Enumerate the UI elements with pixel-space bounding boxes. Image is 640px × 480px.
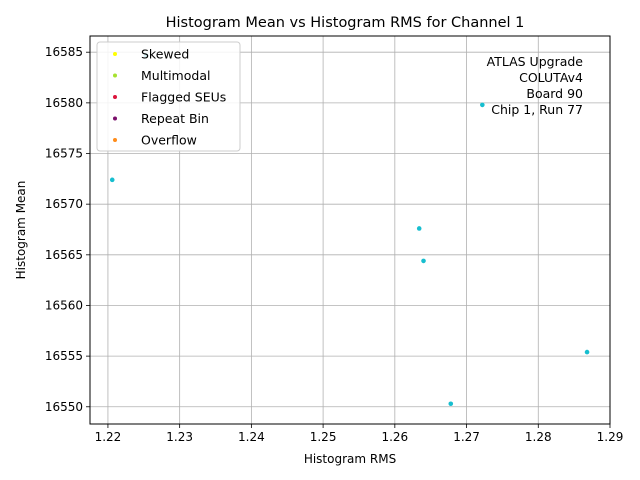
y-axis-ticks: 16550 16555 16560 16565 16570 16575 16580 16585 xyxy=(45,45,90,414)
x-tick-label: 1.25 xyxy=(310,430,337,444)
legend-box xyxy=(96,41,241,152)
x-tick-label: 1.22 xyxy=(95,430,122,444)
legend-label: Flagged SEUs xyxy=(141,90,226,105)
legend-marker xyxy=(113,95,117,99)
x-axis-label: Histogram RMS xyxy=(304,452,396,466)
annotation-line-1: ATLAS Upgrade xyxy=(487,54,584,69)
data-point xyxy=(109,177,115,183)
y-tick-label: 16580 xyxy=(45,96,83,110)
annotation-line-4: Chip 1, Run 77 xyxy=(491,102,583,117)
data-point xyxy=(448,401,454,407)
x-tick-label: 1.26 xyxy=(381,430,408,444)
legend-label: Skewed xyxy=(141,47,189,62)
legend-marker xyxy=(113,138,117,142)
y-axis-label: Histogram Mean xyxy=(14,181,28,280)
x-tick-label: 1.23 xyxy=(166,430,193,444)
legend-marker xyxy=(113,116,117,121)
run-annotation: ATLAS Upgrade COLUTAv4 Board 90 Chip 1, … xyxy=(487,54,584,117)
y-tick-label: 16585 xyxy=(45,45,83,59)
plot-frame xyxy=(89,35,611,425)
x-tick-label: 1.28 xyxy=(525,430,552,444)
y-tick-label: 16560 xyxy=(45,298,83,312)
annotation-line-3: Board 90 xyxy=(526,86,583,101)
legend-label: Overflow xyxy=(141,133,197,148)
y-tick-label: 16565 xyxy=(45,248,83,262)
y-tick-label: 16550 xyxy=(45,400,83,414)
data-point xyxy=(421,258,426,264)
grid-lines xyxy=(90,36,611,424)
x-tick-label: 1.24 xyxy=(238,430,265,444)
annotation-line-2: COLUTAv4 xyxy=(519,70,583,85)
data-point xyxy=(584,349,590,355)
y-tick-label: 16575 xyxy=(45,147,83,161)
chart-title: Histogram Mean vs Histogram RMS for Chan… xyxy=(166,15,525,31)
x-axis-ticks: 1.22 1.23 1.24 1.25 1.26 1.27 1.28 1.29 xyxy=(95,424,624,444)
legend-marker xyxy=(113,52,117,56)
x-tick-label: 1.27 xyxy=(453,430,480,444)
legend: Skewed Multimodal Flagged SEUs Repeat Bin Ov… xyxy=(96,41,241,152)
y-tick-label: 16555 xyxy=(45,349,83,363)
data-point xyxy=(416,226,422,231)
x-tick-label: 1.29 xyxy=(597,430,624,444)
y-tick-label: 16570 xyxy=(45,197,83,211)
legend-label: Multimodal xyxy=(141,68,210,83)
legend-label: Repeat Bin xyxy=(141,111,209,126)
data-point xyxy=(480,102,485,108)
legend-marker xyxy=(113,73,117,78)
